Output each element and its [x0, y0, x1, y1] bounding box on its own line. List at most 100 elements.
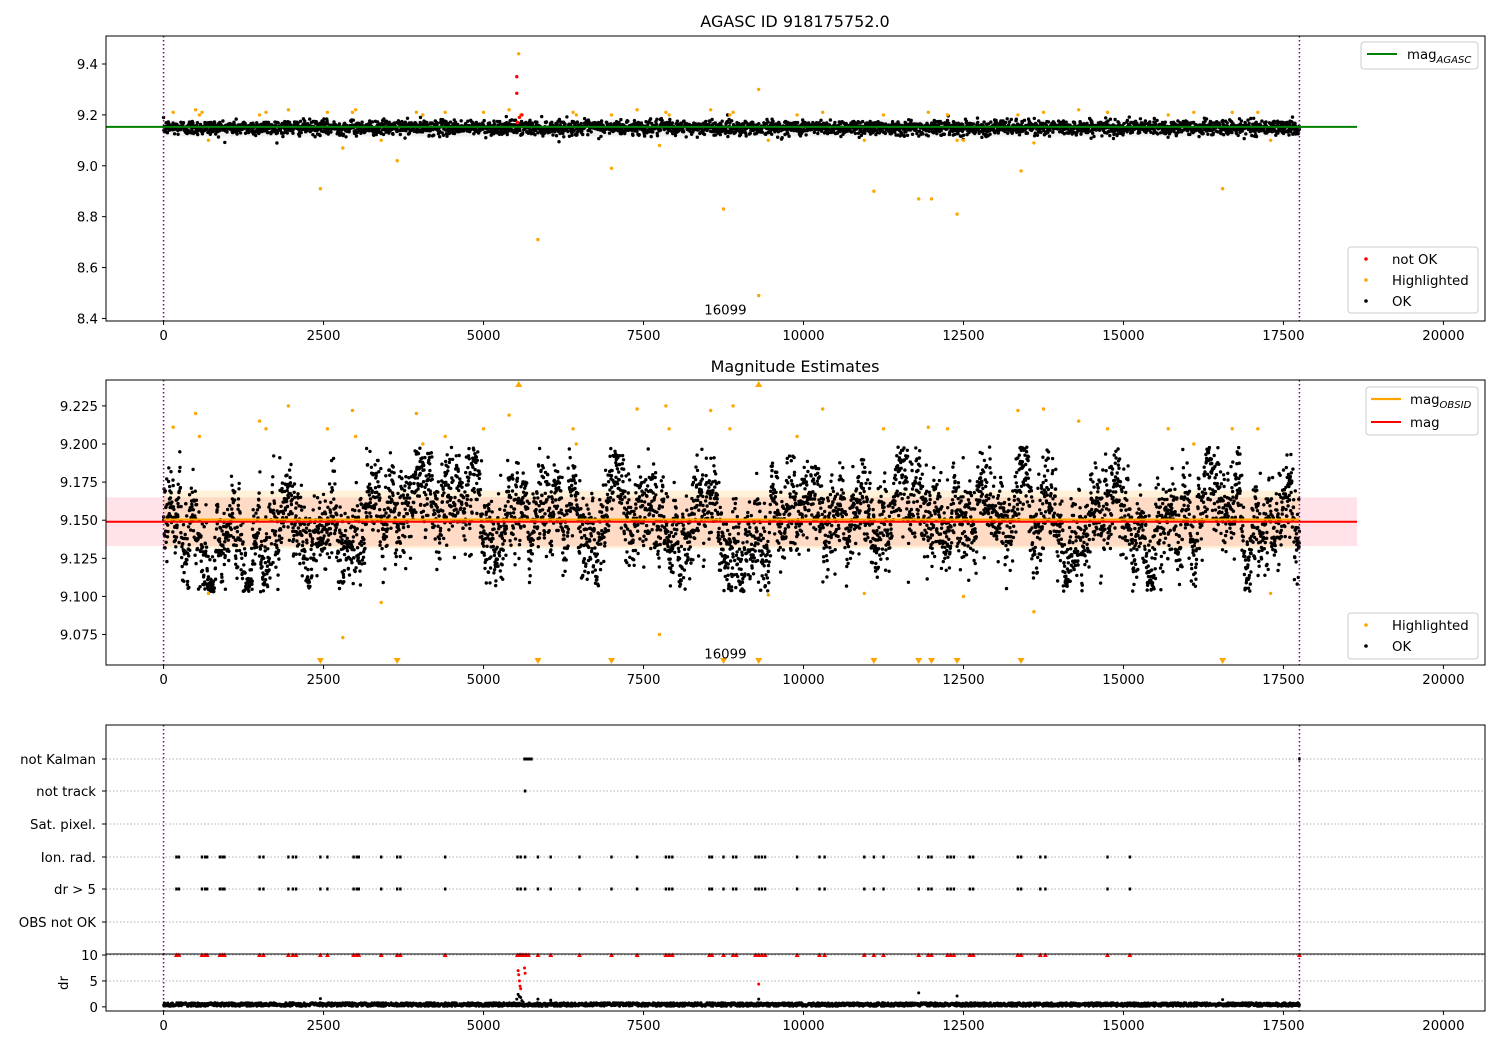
- data-point-highlighted: [1019, 169, 1023, 173]
- data-point-ok: [194, 498, 199, 502]
- data-point-ok: [298, 561, 302, 566]
- data-point-ok: [1115, 132, 1120, 136]
- data-point-ok: [332, 497, 336, 501]
- data-point-ok: [250, 527, 255, 531]
- data-point-ok: [1254, 134, 1259, 139]
- data-point-ok: [286, 495, 291, 499]
- data-point-ok: [597, 136, 601, 141]
- data-point-ok: [1051, 130, 1055, 134]
- data-point-ok: [239, 552, 244, 556]
- data-point-ok: [1246, 118, 1250, 122]
- data-point-ok: [263, 561, 268, 565]
- data-point-ok: [390, 491, 395, 495]
- data-point-ok: [317, 506, 322, 510]
- data-point-ok: [215, 522, 219, 526]
- data-point-ok: [287, 468, 292, 472]
- data-point-ok: [381, 132, 386, 137]
- data-point-highlighted: [286, 108, 291, 112]
- data-point-ok: [169, 470, 173, 474]
- data-point-ok: [378, 540, 382, 544]
- data-point-ok: [318, 536, 323, 540]
- data-point-ok: [291, 526, 295, 530]
- data-point-ok: [274, 529, 278, 533]
- data-point-ok: [380, 546, 384, 551]
- data-point-ok: [305, 538, 309, 542]
- data-point-ok: [189, 528, 193, 532]
- data-point-ok: [234, 538, 238, 542]
- data-point-ok: [377, 470, 381, 474]
- data-point-ok: [288, 483, 292, 488]
- data-point-ok: [655, 117, 659, 122]
- data-point-ok: [345, 549, 350, 553]
- data-point-ok: [183, 532, 187, 537]
- data-point-ok: [1237, 117, 1242, 121]
- data-point-ok: [303, 566, 308, 570]
- data-point-ok: [744, 134, 748, 138]
- data-point-ok: [436, 490, 440, 494]
- data-point-ok: [239, 523, 243, 528]
- data-point-highlighted: [731, 110, 735, 115]
- data-point-ok: [403, 535, 407, 539]
- data-point-ok: [795, 120, 800, 125]
- data-point-ok: [1151, 131, 1156, 135]
- data-point-ok: [200, 522, 204, 526]
- data-point-highlighted: [757, 293, 761, 298]
- data-point-ok: [167, 512, 171, 516]
- data-point-ok: [292, 533, 296, 538]
- data-point-ok: [302, 505, 306, 509]
- data-point-ok: [340, 538, 344, 542]
- data-point-ok: [331, 514, 335, 519]
- data-point-highlighted: [955, 212, 959, 216]
- data-point-ok: [397, 536, 401, 540]
- data-point-ok: [320, 512, 325, 516]
- data-point-ok: [237, 548, 242, 553]
- data-point-ok: [1158, 131, 1163, 135]
- data-point-ok: [403, 484, 407, 488]
- data-point-ok: [302, 522, 307, 526]
- data-point-ok: [277, 534, 282, 538]
- data-point-ok: [307, 580, 311, 584]
- data-point-ok: [326, 505, 330, 509]
- x-tick-label: 17500: [1262, 329, 1304, 344]
- data-point-ok: [213, 566, 218, 570]
- data-point-ok: [166, 529, 170, 534]
- data-point-highlighted: [574, 113, 578, 117]
- data-point-ok: [1254, 120, 1258, 125]
- data-point-ok: [187, 554, 191, 558]
- data-point-ok: [258, 527, 262, 531]
- data-point-ok: [342, 552, 347, 557]
- data-point-ok: [407, 496, 412, 500]
- data-point-ok: [365, 463, 370, 467]
- data-point-ok: [780, 136, 784, 140]
- data-point-highlighted: [350, 110, 355, 115]
- data-point-ok: [234, 556, 238, 561]
- data-point-ok: [787, 134, 791, 138]
- data-point-ok: [352, 548, 356, 552]
- magnitude-estimates-panel: Magnitude Estimates 16099 0 2500 5000 7500 1…: [60, 357, 1486, 688]
- data-point-ok: [425, 497, 429, 501]
- data-point-ok: [181, 523, 186, 527]
- data-point-ok: [223, 554, 227, 558]
- data-point-ok: [360, 562, 364, 566]
- data-point-ok: [271, 475, 275, 479]
- data-point-ok: [1163, 120, 1168, 124]
- data-point-ok: [220, 572, 224, 577]
- data-point-ok: [394, 548, 399, 552]
- data-point-ok: [453, 120, 458, 124]
- data-point-ok: [318, 133, 322, 138]
- data-point-ok: [909, 118, 913, 123]
- data-point-ok: [176, 501, 180, 506]
- data-point-ok: [542, 131, 547, 135]
- data-point-ok: [174, 545, 178, 549]
- data-point-ok: [1006, 131, 1010, 135]
- data-point-ok: [448, 120, 453, 124]
- data-point-ok: [513, 118, 518, 122]
- data-point-ok: [364, 510, 368, 515]
- data-point-ok: [195, 121, 200, 125]
- data-point-ok: [1176, 119, 1180, 123]
- data-point-ok: [770, 132, 774, 136]
- data-point-ok: [407, 486, 411, 490]
- data-point-highlighted: [1230, 110, 1234, 115]
- data-point-ok: [422, 468, 426, 472]
- data-point-ok: [232, 498, 237, 502]
